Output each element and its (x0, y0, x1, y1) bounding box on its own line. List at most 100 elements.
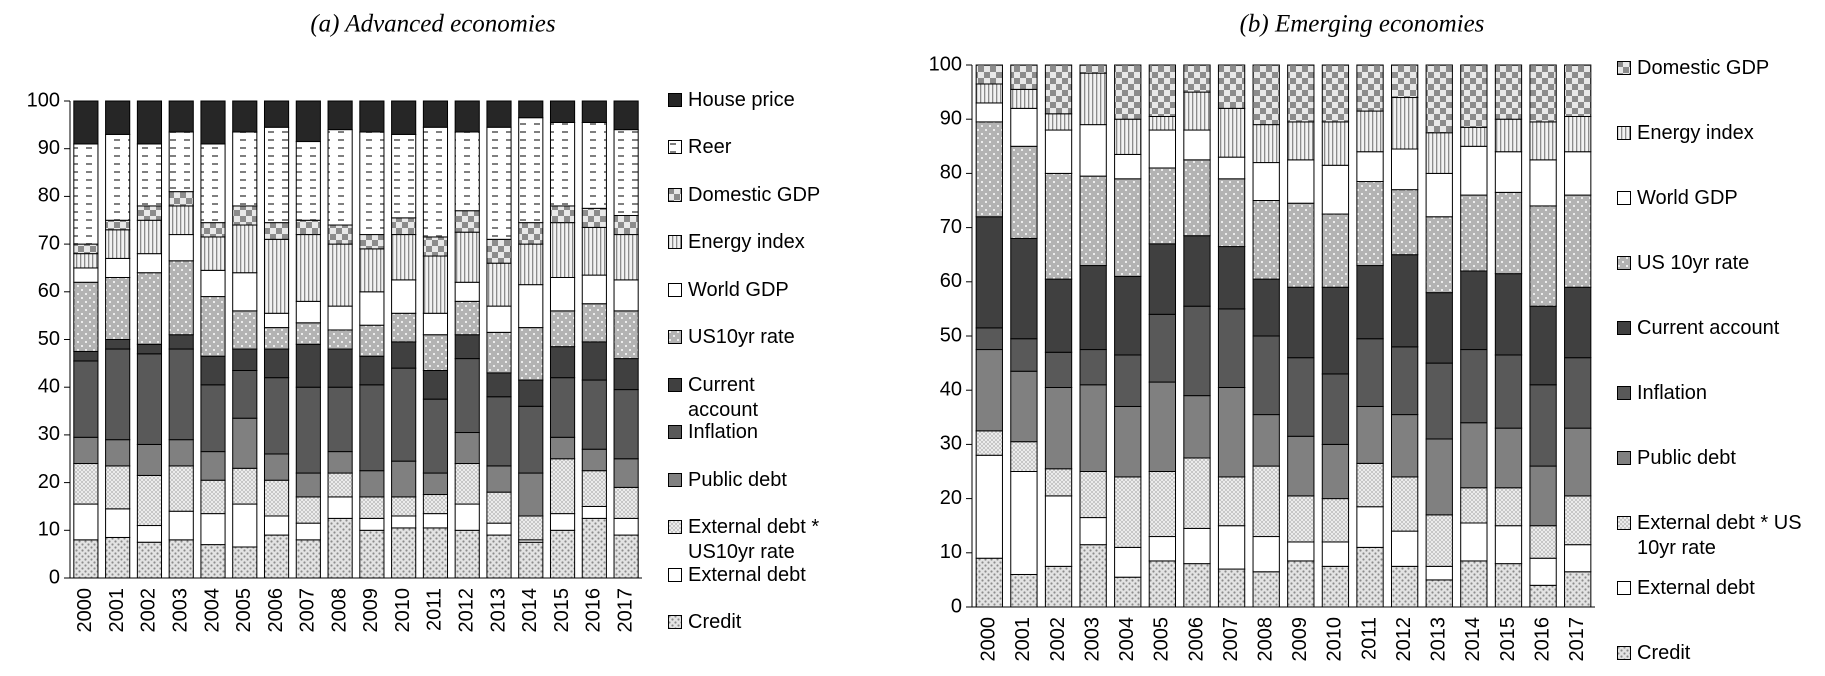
bar-segment (1010, 237, 1038, 340)
x-tick-label: 2014 (1462, 617, 1484, 662)
bar-segment (359, 291, 385, 326)
bar-segment (1390, 565, 1419, 608)
bar-segment (105, 276, 131, 340)
bar-segment (105, 257, 131, 278)
bar-segment (1529, 465, 1557, 527)
bar-segment (136, 443, 163, 476)
legend-swatch-box (668, 140, 682, 155)
legend-swatch (668, 140, 682, 155)
bar-segment (136, 343, 163, 355)
bar-segment (1564, 544, 1592, 573)
y-tick-label: 60 (940, 270, 962, 292)
bar-segment (391, 234, 417, 281)
legend-label: Current account (1637, 317, 1780, 339)
bar-segment (1356, 265, 1384, 340)
bar-segment (518, 284, 544, 329)
bar-segment (613, 279, 639, 312)
legend-swatch-box (668, 472, 682, 487)
bar-segment (1321, 164, 1350, 215)
bar-segment (1217, 386, 1246, 478)
bar-segment (581, 226, 607, 276)
bar-segment (1494, 487, 1523, 527)
bar-segment (1390, 64, 1419, 99)
bar-segment (73, 253, 99, 269)
legend-swatch (668, 330, 682, 345)
bar-segment (422, 100, 449, 128)
bar-segment (359, 355, 385, 386)
bar-segment (1460, 126, 1488, 147)
bar-segment (1183, 91, 1211, 131)
bar-segment (549, 346, 576, 379)
bar-segment (168, 510, 194, 541)
bar-segment (1321, 498, 1350, 543)
bar-segment (422, 334, 449, 372)
legend-label: Domestic GDP (1637, 57, 1770, 79)
legend-label: Reer (688, 136, 732, 159)
y-tick-label: 0 (49, 566, 60, 588)
legend-swatch-box (668, 615, 682, 629)
bar-segment (1564, 495, 1592, 546)
bar-segment (549, 529, 576, 579)
x-tick-label: 2008 (328, 588, 350, 633)
bar-segment (1010, 145, 1038, 239)
bar-segment (549, 310, 576, 348)
bar-segment (1564, 571, 1592, 608)
bar-segment (1044, 386, 1073, 470)
bar-segment (518, 243, 544, 286)
y-tick-label: 50 (940, 324, 962, 346)
bar-segment (359, 529, 385, 579)
bar-segment (200, 451, 226, 481)
legend-item: Domestic GDP (1617, 56, 1817, 81)
bar-segment (1287, 357, 1315, 437)
legend-swatch (668, 425, 682, 440)
bar-segment (1183, 527, 1211, 565)
bar-segment (422, 370, 449, 400)
bar-segment (613, 310, 639, 360)
bar-segment (359, 248, 385, 293)
bar-segment (1287, 560, 1315, 608)
bar-segment (359, 100, 385, 133)
x-tick-label: 2015 (551, 588, 573, 633)
bar-segment (263, 222, 290, 240)
bar-segment (975, 83, 1003, 104)
bar-segment (73, 539, 99, 579)
bar-segment (359, 131, 385, 236)
bar-segment (136, 272, 163, 345)
legend-swatch-box (1617, 321, 1631, 335)
x-tick-label: 2007 (297, 588, 319, 633)
legend-swatch-box (1617, 516, 1631, 530)
bar-segment (486, 372, 512, 398)
x-tick-label: 2007 (1220, 617, 1242, 662)
bar-segment (391, 279, 417, 314)
bar-segment (486, 534, 512, 579)
legend-swatch (668, 472, 682, 487)
bar-segment (422, 236, 449, 257)
bar-segment (1321, 64, 1350, 123)
bar-segment (1287, 435, 1315, 497)
bar-segment (1183, 159, 1211, 237)
bar-segment (1183, 64, 1211, 93)
bar-segment (454, 100, 480, 133)
bar-segment (136, 143, 163, 207)
bar-segment (168, 100, 194, 133)
y-tick-label: 100 (27, 89, 60, 111)
legend-label: Credit (1637, 642, 1691, 664)
bar-segment (327, 329, 353, 350)
bar-segment (549, 436, 576, 460)
bar-segment (168, 334, 194, 350)
legend-swatch (668, 235, 682, 250)
legend-swatch (1617, 646, 1631, 660)
bar-segment (263, 479, 290, 517)
bar-segment (136, 541, 163, 579)
bar-segment (1183, 305, 1211, 397)
bar-segment (73, 503, 99, 541)
bar-segment (1148, 381, 1177, 473)
legend-swatch (1617, 321, 1631, 335)
bar-segment (486, 491, 512, 524)
legend-swatch-box (668, 282, 682, 297)
bar-segment (1217, 64, 1246, 109)
bar-segment (1287, 121, 1315, 161)
bar-segment (1460, 487, 1488, 524)
bar-segment (1356, 64, 1384, 112)
